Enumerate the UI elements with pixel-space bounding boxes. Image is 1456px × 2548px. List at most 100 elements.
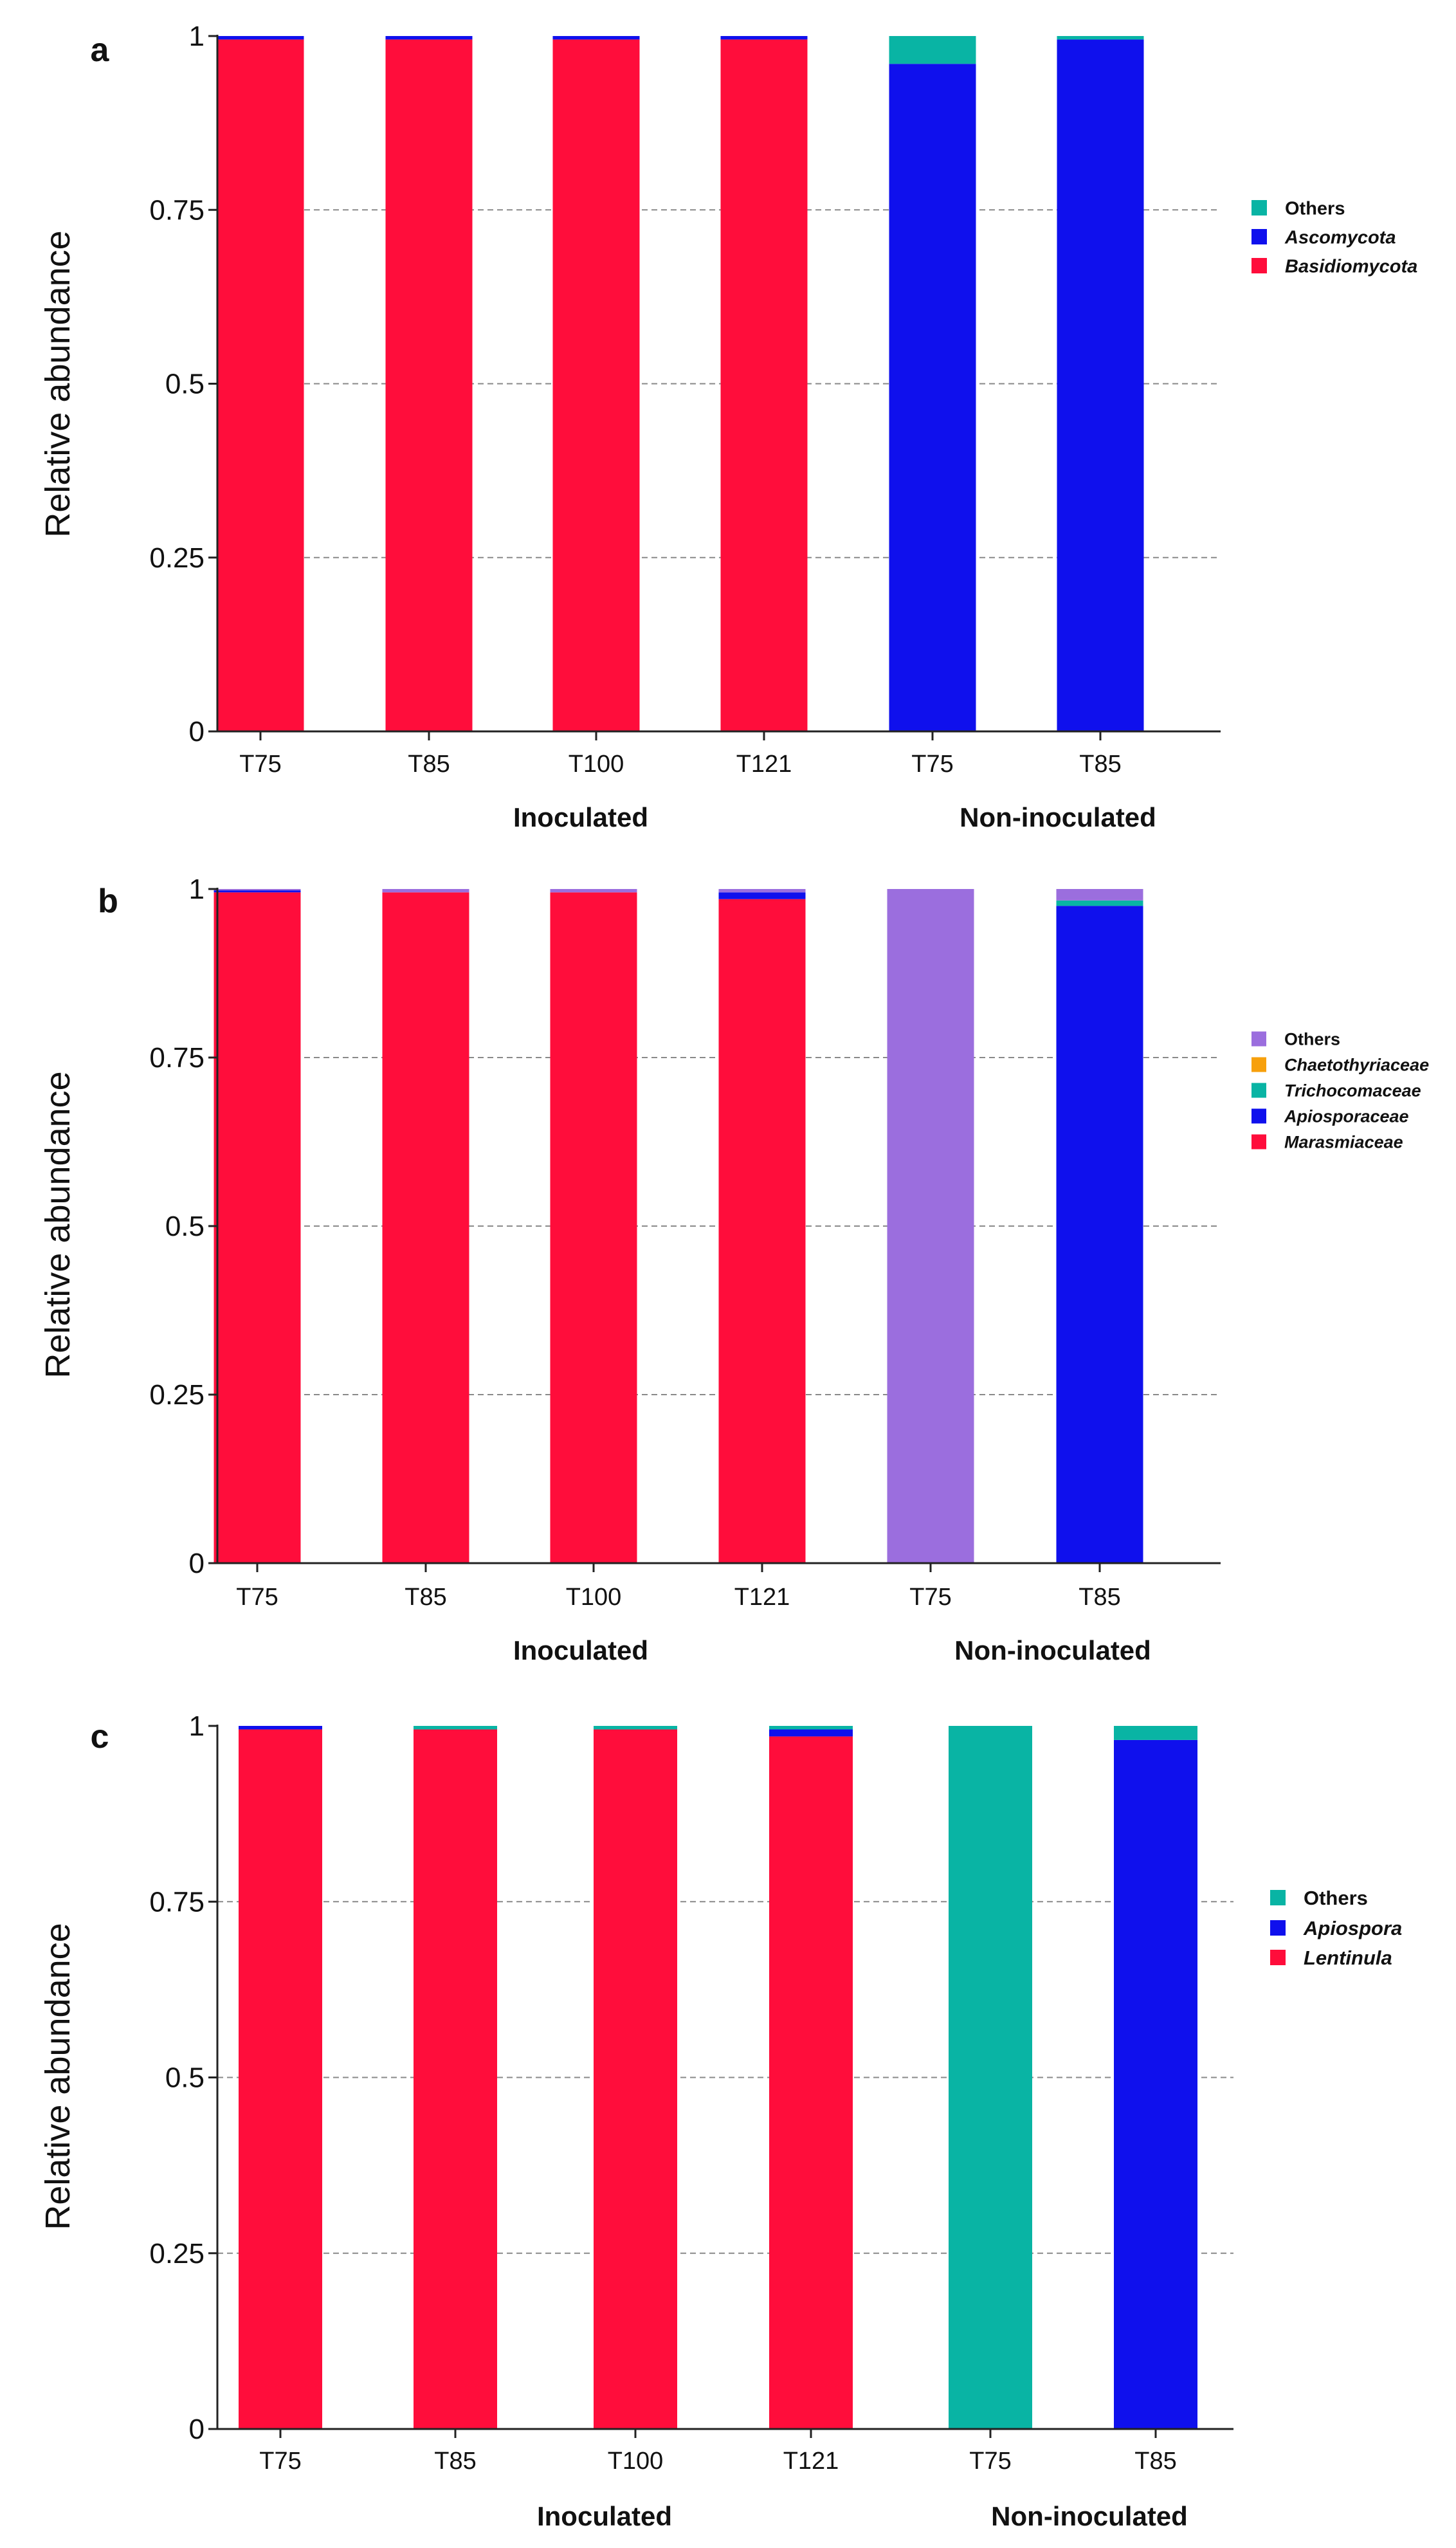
group-label: Non-inoculated	[991, 2501, 1188, 2531]
y-tick-label: 0.75	[149, 194, 205, 226]
panel-label: c	[91, 1718, 109, 1755]
y-tick-label: 0	[189, 1548, 205, 1579]
legend-label: Apiosporaceae	[1284, 1107, 1409, 1126]
bar-a-1-ascomycota	[385, 36, 473, 40]
legend-label: Apiospora	[1303, 1917, 1402, 1939]
legend-swatch	[1270, 1890, 1286, 1905]
y-tick-label: 0.75	[149, 1886, 205, 1918]
x-tick-label: T85	[1134, 2448, 1176, 2475]
x-tick-label: T121	[736, 751, 792, 778]
y-axis-label: Relative abundance	[39, 230, 77, 537]
panel-a: 0 0.25 0.5 0.75 1 T75 T85 T100 T121 T75 T85 Inocula…	[39, 21, 1417, 832]
legend-label: Basidiomycota	[1285, 256, 1417, 277]
bar-a-0-ascomycota	[217, 36, 304, 40]
panel-label: b	[98, 883, 118, 920]
bar-c-5-apiospora	[1114, 1739, 1197, 2429]
x-tick-label: T85	[1079, 751, 1121, 778]
bar-b-4-others	[887, 889, 974, 1563]
bar-c-2-lentinula	[594, 1729, 677, 2429]
bar-b-3-marasmiaceae	[718, 899, 806, 1563]
legend-swatch	[1270, 1920, 1286, 1936]
x-tick-label: T85	[434, 2448, 476, 2475]
bar-c-0-apiospora	[239, 1726, 322, 1730]
legend-label: Others	[1285, 198, 1345, 219]
panel-c: 0 0.25 0.5 0.75 1 T75 T85 T100 T121 T75 T85 Inocula…	[39, 1710, 1402, 2531]
legend-label: Others	[1304, 1887, 1368, 1909]
group-label: Inoculated	[513, 802, 648, 832]
y-tick-label: 0.5	[165, 2062, 205, 2094]
y-tick-label: 0.25	[149, 542, 205, 574]
legend: Others Ascomycota Basidiomycota	[1251, 198, 1417, 277]
legend-label: Lentinula	[1304, 1947, 1392, 1969]
legend-swatch	[1251, 1057, 1266, 1072]
bar-b-0-apiosporaceae	[214, 890, 301, 893]
bar-a-4-others	[889, 36, 976, 64]
legend-swatch	[1251, 229, 1267, 244]
y-tick-label: 0	[189, 716, 205, 747]
group-label: Inoculated	[537, 2501, 672, 2531]
bar-b-5-others	[1056, 889, 1143, 901]
legend-label: Marasmiaceae	[1284, 1133, 1403, 1152]
legend: Others Apiospora Lentinula	[1270, 1887, 1402, 1969]
bar-c-0-lentinula	[239, 1729, 322, 2429]
y-tick-label: 0	[189, 2414, 205, 2445]
x-tick-label: T121	[734, 1584, 790, 1611]
y-tick-label: 0.25	[149, 1379, 205, 1411]
y-tick-label: 0.5	[165, 369, 205, 400]
y-tick-label: 1	[189, 874, 205, 905]
x-tick-label: T85	[405, 1584, 446, 1611]
group-label: Non-inoculated	[954, 1635, 1151, 1665]
legend-label: Chaetothyriaceae	[1284, 1056, 1429, 1075]
panel-b: 0 0.25 0.5 0.75 1 T75 T85 T100 T121 T75 T85 Inocula…	[39, 874, 1429, 1665]
y-tick-label: 1	[189, 1710, 205, 1742]
x-tick-label: T121	[783, 2448, 839, 2475]
legend-label: Ascomycota	[1284, 227, 1396, 248]
x-tick-label: T85	[408, 751, 450, 778]
bar-a-5-ascomycota	[1057, 39, 1144, 731]
x-tick-label: T75	[969, 2448, 1011, 2475]
legend-swatch	[1251, 1031, 1266, 1047]
bar-c-5-others	[1114, 1726, 1197, 1740]
bar-b-5-apiosporaceae	[1056, 906, 1143, 1563]
bar-b-1-others	[382, 889, 469, 893]
bar-b-3-others	[718, 889, 806, 893]
legend: Others Chaetothyriaceae Trichocomaceae Apio…	[1251, 1030, 1429, 1152]
bar-c-4-others	[949, 1726, 1032, 2429]
bar-c-1-others	[414, 1726, 497, 1730]
group-label: Non-inoculated	[960, 802, 1156, 832]
x-tick-label: T100	[608, 2448, 664, 2475]
y-tick-label: 0.5	[165, 1211, 205, 1242]
legend-swatch	[1251, 1134, 1266, 1150]
group-label: Inoculated	[513, 1635, 648, 1665]
x-tick-label: T75	[911, 751, 953, 778]
bar-a-3-basidiomycota	[720, 39, 808, 731]
bar-a-1-basidiomycota	[385, 39, 473, 731]
y-tick-label: 0.75	[149, 1042, 205, 1074]
x-tick-label: T100	[569, 751, 624, 778]
bar-a-2-basidiomycota	[552, 39, 640, 731]
bar-b-5-trichocomaceae	[1056, 900, 1143, 906]
panel-label: a	[91, 32, 110, 69]
legend-label: Others	[1284, 1030, 1340, 1049]
y-tick-label: 1	[189, 21, 205, 52]
bar-a-0-basidiomycota	[217, 39, 304, 731]
bar-a-2-ascomycota	[552, 36, 640, 40]
legend-swatch	[1251, 1083, 1266, 1098]
x-tick-label: T75	[239, 751, 281, 778]
legend-label: Trichocomaceae	[1284, 1081, 1421, 1101]
y-axis-label: Relative abundance	[39, 1071, 77, 1378]
legend-swatch	[1251, 200, 1267, 215]
bar-b-2-marasmiaceae	[550, 892, 637, 1563]
x-tick-label: T75	[909, 1584, 951, 1611]
x-tick-label: T100	[566, 1584, 622, 1611]
bar-a-5-others	[1057, 36, 1144, 40]
bar-a-3-ascomycota	[720, 36, 808, 40]
y-axis-label: Relative abundance	[39, 1923, 77, 2230]
x-tick-label: T75	[236, 1584, 278, 1611]
y-tick-label: 0.25	[149, 2238, 205, 2269]
x-tick-label: T85	[1078, 1584, 1120, 1611]
bar-c-1-lentinula	[414, 1729, 497, 2429]
bar-b-3-apiosporaceae	[718, 892, 806, 899]
bar-c-2-others	[594, 1726, 677, 1730]
